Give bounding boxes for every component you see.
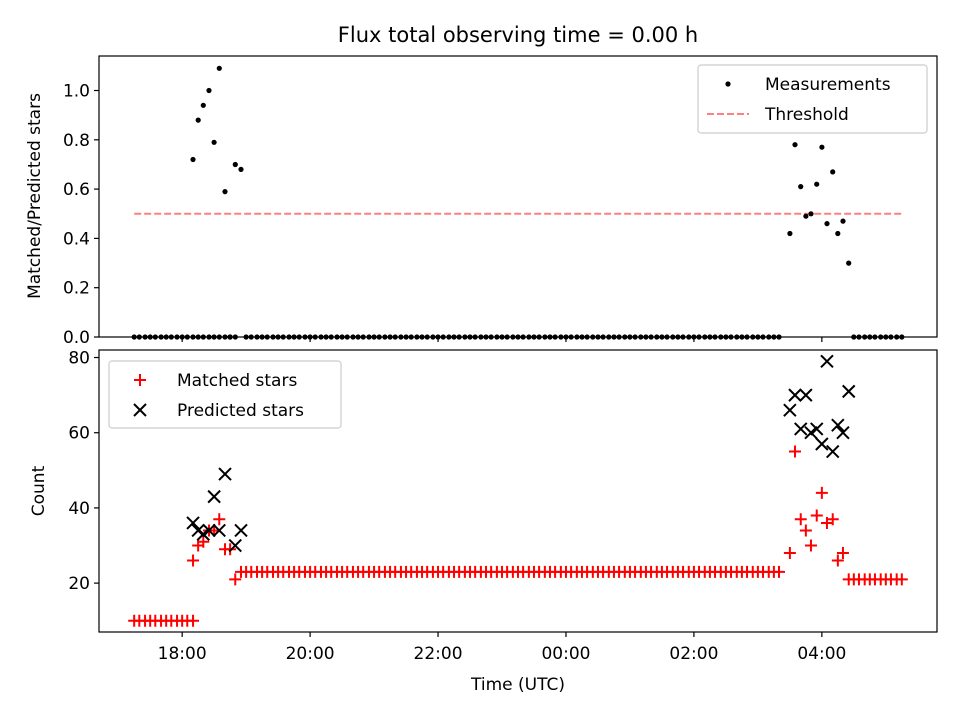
predicted-star-point	[218, 467, 232, 481]
measurement-point	[190, 156, 196, 163]
legend-label-predicted-stars: Predicted stars	[177, 401, 304, 421]
bottom-y-tick-label: 20	[68, 574, 90, 594]
bottom-y-tick-label: 40	[68, 499, 90, 519]
bottom-y-axis-label: Count	[29, 465, 49, 516]
bottom-y-tick-label: 60	[68, 424, 90, 444]
predicted-star-point	[202, 523, 216, 538]
measurement-point	[787, 230, 793, 237]
x-tick-label: 04:00	[797, 644, 846, 664]
measurement-point	[222, 189, 228, 195]
predicted-star-point	[207, 489, 221, 504]
bottom-axes-frame	[98, 349, 938, 633]
predicted-star-point	[810, 422, 824, 436]
measurement-point	[803, 213, 809, 219]
bottom-x-ticks: 18:00 20:00 22:00 00:00 02:00 04:00	[158, 632, 846, 664]
top-y-tick-label: 0.4	[63, 229, 90, 249]
matched-star-point	[783, 547, 796, 560]
legend-marker-matched-stars	[134, 374, 146, 386]
predicted-star-point	[228, 538, 242, 553]
predicted-star-point	[804, 426, 818, 440]
top-y-tick-label: 0.0	[63, 328, 90, 348]
matched-star-point	[804, 539, 817, 552]
top-y-tick-label: 0.2	[63, 279, 90, 299]
matched-star-point	[895, 573, 908, 586]
matched-star-point	[213, 513, 226, 526]
measurement-point	[238, 166, 244, 172]
top-y-ticks: 0.0 0.2 0.4 0.6 0.8 1.0	[63, 82, 99, 348]
predicted-star-point	[212, 523, 226, 538]
matched-star-point	[831, 554, 844, 567]
measurement-point	[819, 144, 825, 150]
predicted-star-point	[815, 437, 829, 451]
measurement-point	[808, 211, 814, 217]
measurement-point	[840, 218, 846, 224]
predicted-star-point	[826, 444, 840, 459]
predicted-star-point	[186, 516, 200, 530]
measurement-point	[830, 169, 836, 175]
top-chart-title: Flux total observing time = 0.00 h	[338, 23, 698, 47]
matched-star-point	[187, 614, 200, 627]
top-axes-frame	[98, 55, 938, 338]
measurement-point	[200, 102, 206, 108]
measurement-point	[206, 87, 212, 94]
x-tick-label: 20:00	[286, 644, 335, 664]
predicted-star-point	[196, 527, 210, 541]
top-x-ticks	[181, 337, 823, 342]
legend-marker-measurements	[725, 81, 731, 87]
predicted-star-point	[234, 523, 248, 538]
bottom-y-tick-label: 80	[68, 349, 90, 369]
matched-star-point	[197, 535, 210, 548]
matched-star-point	[229, 573, 242, 586]
legend-marker-predicted-stars	[133, 403, 147, 417]
matched-star-point	[799, 524, 812, 537]
legend-label-threshold: Threshold	[764, 105, 849, 125]
matched-star-point	[794, 513, 807, 526]
measurement-point	[814, 181, 820, 187]
top-legend: Measurements Threshold	[697, 64, 928, 134]
bottom-marks	[128, 354, 908, 627]
measurement-point	[211, 139, 217, 145]
measurement-point	[232, 161, 238, 168]
matched-star-point	[788, 445, 801, 458]
measurement-point	[824, 221, 830, 227]
top-y-tick-label: 1.0	[63, 82, 90, 102]
measurement-point	[846, 260, 852, 266]
measurement-point	[195, 117, 201, 123]
matched-star-point	[826, 513, 839, 526]
predicted-star-point	[842, 384, 856, 399]
bottom-x-axis-label: Time (UTC)	[470, 675, 565, 695]
matched-star-point	[772, 565, 785, 578]
predicted-star-point	[820, 354, 834, 368]
predicted-star-point	[799, 388, 813, 402]
legend-label-matched-stars: Matched stars	[177, 371, 297, 391]
matched-star-point	[187, 554, 200, 567]
bottom-y-ticks: 20 40 60 80	[68, 349, 99, 594]
top-y-tick-label: 0.8	[63, 131, 90, 151]
bottom-legend-frame	[108, 360, 342, 429]
x-tick-label: 00:00	[541, 644, 590, 664]
x-tick-label: 02:00	[669, 644, 718, 664]
measurement-point	[798, 184, 804, 190]
top-legend-frame	[697, 64, 928, 134]
top-panel: 0.0 0.2 0.4 0.6 0.8 1.0 Matched/Predicted sta…	[25, 55, 938, 348]
predicted-star-point	[831, 418, 845, 432]
predicted-star-point	[783, 403, 797, 417]
legend-label-measurements: Measurements	[765, 75, 891, 95]
top-y-axis-label: Matched/Predicted stars	[25, 93, 45, 299]
measurement-point	[792, 142, 798, 148]
measurement-point	[835, 230, 841, 237]
top-y-tick-label: 0.6	[63, 180, 90, 200]
predicted-star-point	[788, 388, 802, 402]
predicted-star-point	[794, 422, 808, 436]
x-tick-label: 22:00	[414, 644, 463, 664]
measurement-point	[216, 65, 222, 71]
matched-star-point	[836, 547, 849, 560]
x-tick-label: 18:00	[158, 644, 207, 664]
matched-star-point	[815, 486, 828, 499]
matched-star-point	[810, 509, 823, 522]
predicted-star-point	[836, 426, 850, 440]
bottom-legend: Matched stars Predicted stars	[108, 360, 342, 429]
